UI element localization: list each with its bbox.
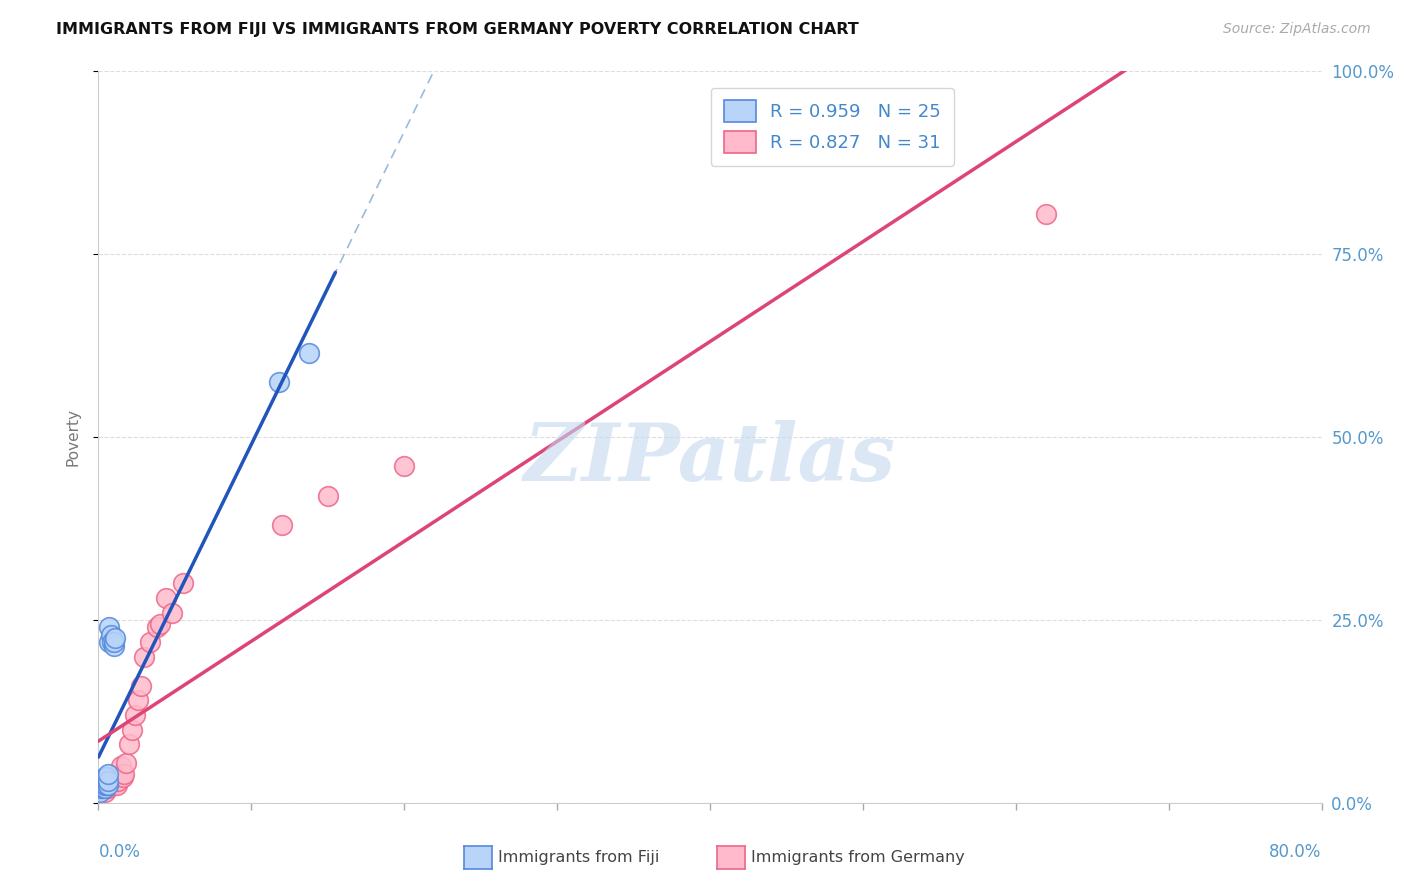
- Point: [97, 781, 120, 796]
- Point: [98, 635, 121, 649]
- Point: [111, 770, 134, 784]
- Point: [89, 785, 111, 799]
- Point: [94, 781, 117, 796]
- Point: [104, 632, 127, 646]
- Point: [103, 635, 125, 649]
- Text: Source: ZipAtlas.com: Source: ZipAtlas.com: [1223, 22, 1371, 37]
- Point: [270, 517, 292, 532]
- Point: [93, 770, 115, 784]
- Point: [112, 766, 135, 780]
- Point: [104, 770, 127, 784]
- Point: [110, 759, 132, 773]
- Point: [172, 576, 194, 591]
- Point: [139, 635, 162, 649]
- Point: [392, 459, 416, 474]
- Text: ZIPatlas: ZIPatlas: [524, 420, 896, 498]
- Point: [100, 627, 122, 641]
- Point: [155, 591, 177, 605]
- Point: [90, 777, 112, 792]
- Point: [93, 773, 115, 788]
- Point: [108, 766, 131, 780]
- Point: [129, 679, 152, 693]
- Y-axis label: Poverty: Poverty: [65, 408, 80, 467]
- Point: [90, 781, 112, 796]
- Text: Immigrants from Fiji: Immigrants from Fiji: [498, 850, 659, 864]
- Point: [160, 606, 183, 620]
- Point: [97, 773, 120, 788]
- Point: [124, 708, 146, 723]
- Point: [316, 489, 339, 503]
- Point: [107, 773, 129, 788]
- Point: [145, 620, 167, 634]
- Point: [94, 777, 117, 792]
- Text: 80.0%: 80.0%: [1270, 843, 1322, 861]
- Point: [298, 346, 321, 360]
- Point: [101, 635, 124, 649]
- Point: [267, 376, 290, 390]
- Point: [91, 773, 114, 788]
- Point: [103, 639, 125, 653]
- Point: [97, 766, 120, 780]
- Text: 0.0%: 0.0%: [98, 843, 141, 861]
- Point: [103, 773, 125, 788]
- Point: [127, 693, 149, 707]
- Point: [121, 723, 143, 737]
- Text: Immigrants from Germany: Immigrants from Germany: [751, 850, 965, 864]
- Point: [105, 777, 128, 792]
- Point: [93, 785, 115, 799]
- Point: [98, 777, 121, 792]
- Legend: R = 0.959   N = 25, R = 0.827   N = 31: R = 0.959 N = 25, R = 0.827 N = 31: [711, 87, 953, 166]
- Text: IMMIGRANTS FROM FIJI VS IMMIGRANTS FROM GERMANY POVERTY CORRELATION CHART: IMMIGRANTS FROM FIJI VS IMMIGRANTS FROM …: [56, 22, 859, 37]
- Point: [134, 649, 156, 664]
- Point: [94, 773, 117, 788]
- Point: [101, 777, 124, 792]
- Point: [115, 756, 138, 770]
- Point: [91, 781, 114, 796]
- Point: [100, 773, 122, 788]
- Point: [93, 781, 115, 796]
- Point: [91, 777, 114, 792]
- Point: [98, 620, 121, 634]
- Point: [118, 737, 141, 751]
- Point: [94, 770, 117, 784]
- Point: [1035, 207, 1057, 221]
- Point: [97, 777, 120, 792]
- Point: [149, 616, 172, 631]
- Point: [93, 777, 115, 792]
